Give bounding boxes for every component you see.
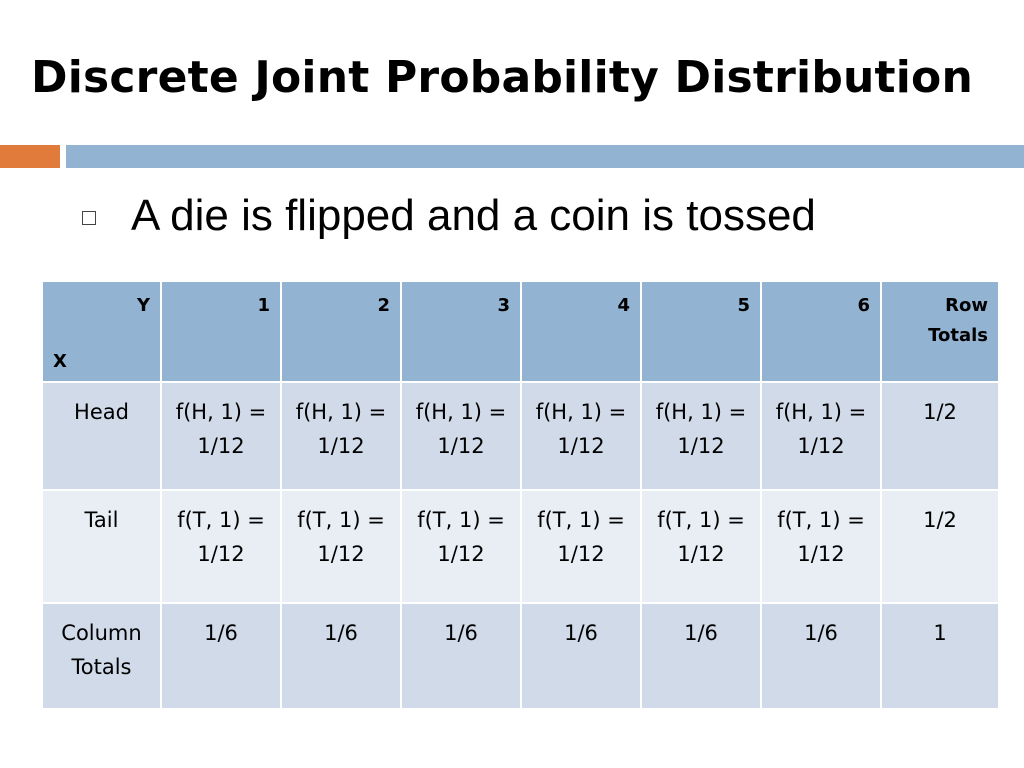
table-cell: f(T, 1) = 1/12	[642, 491, 762, 604]
cell-line2: 1/12	[317, 434, 365, 458]
cell-line1: f(H, 1) =	[535, 400, 627, 424]
cell-line2: 1/12	[677, 542, 725, 566]
corner-cell: Y X	[43, 282, 162, 383]
cell-line2: 1/12	[797, 542, 845, 566]
cell-line1: f(H, 1) =	[775, 400, 867, 424]
column-header: 5	[642, 282, 762, 383]
cell-line1: f(T, 1) =	[297, 508, 385, 532]
cell-line2: 1/12	[197, 434, 245, 458]
cell-line2: 1/12	[557, 542, 605, 566]
joint-probability-table: Y X 1 2 3 4 5 6 Row Totals Head f(H, 1) …	[43, 282, 1000, 710]
table-cell: f(H, 1) = 1/12	[522, 383, 642, 491]
row-label: Tail	[43, 491, 162, 604]
table-cell: f(H, 1) = 1/12	[162, 383, 282, 491]
accent-bar-blue	[66, 145, 1024, 168]
table-cell: f(T, 1) = 1/12	[402, 491, 522, 604]
grand-total: 1	[882, 604, 1000, 710]
square-bullet-icon	[82, 211, 96, 225]
table-cell: f(T, 1) = 1/12	[522, 491, 642, 604]
row-totals-header: Row Totals	[882, 282, 1000, 383]
cell-line1: f(T, 1) =	[657, 508, 745, 532]
column-total: 1/6	[282, 604, 402, 710]
column-total: 1/6	[762, 604, 882, 710]
column-totals-label-line2: Totals	[71, 655, 132, 679]
table-cell: f(T, 1) = 1/12	[282, 491, 402, 604]
cell-line2: 1/12	[797, 434, 845, 458]
cell-line2: 1/12	[677, 434, 725, 458]
cell-line1: f(T, 1) =	[177, 508, 265, 532]
cell-line1: f(T, 1) =	[777, 508, 865, 532]
corner-x-label: X	[53, 351, 67, 372]
bullet-text: A die is flipped and a coin is tossed	[131, 191, 816, 240]
table-cell: f(H, 1) = 1/12	[762, 383, 882, 491]
column-header: 6	[762, 282, 882, 383]
column-total: 1/6	[522, 604, 642, 710]
table-cell: f(T, 1) = 1/12	[762, 491, 882, 604]
cell-line2: 1/12	[437, 434, 485, 458]
row-total: 1/2	[882, 383, 1000, 491]
cell-line1: f(H, 1) =	[655, 400, 747, 424]
row-totals-label-line1: Row	[945, 295, 988, 316]
row-totals-label-line2: Totals	[928, 325, 988, 346]
column-totals-label: Column Totals	[43, 604, 162, 710]
table-row-tail: Tail f(T, 1) = 1/12 f(T, 1) = 1/12 f(T, 1)…	[43, 491, 1000, 604]
cell-line1: f(H, 1) =	[415, 400, 507, 424]
corner-y-label: Y	[136, 295, 150, 316]
cell-line2: 1/12	[197, 542, 245, 566]
table-cell: f(H, 1) = 1/12	[282, 383, 402, 491]
cell-line2: 1/12	[557, 434, 605, 458]
cell-line1: f(T, 1) =	[417, 508, 505, 532]
table-cell: f(H, 1) = 1/12	[402, 383, 522, 491]
column-header: 3	[402, 282, 522, 383]
column-total: 1/6	[402, 604, 522, 710]
column-total: 1/6	[642, 604, 762, 710]
cell-line1: f(H, 1) =	[295, 400, 387, 424]
column-header: 4	[522, 282, 642, 383]
cell-line2: 1/12	[437, 542, 485, 566]
table-row-column-totals: Column Totals 1/6 1/6 1/6 1/6 1/6 1/6 1	[43, 604, 1000, 710]
table-cell: f(T, 1) = 1/12	[162, 491, 282, 604]
accent-bar-orange	[0, 145, 60, 168]
table-row-head: Head f(H, 1) = 1/12 f(H, 1) = 1/12 f(H, 1)…	[43, 383, 1000, 491]
cell-line1: f(H, 1) =	[175, 400, 267, 424]
slide-title: Discrete Joint Probability Distribution	[31, 52, 974, 103]
column-header: 1	[162, 282, 282, 383]
cell-line1: f(T, 1) =	[537, 508, 625, 532]
column-header: 2	[282, 282, 402, 383]
table-cell: f(H, 1) = 1/12	[642, 383, 762, 491]
table-header-row: Y X 1 2 3 4 5 6 Row Totals	[43, 282, 1000, 383]
cell-line2: 1/12	[317, 542, 365, 566]
row-total: 1/2	[882, 491, 1000, 604]
column-totals-label-line1: Column	[61, 621, 142, 645]
column-total: 1/6	[162, 604, 282, 710]
row-label: Head	[43, 383, 162, 491]
